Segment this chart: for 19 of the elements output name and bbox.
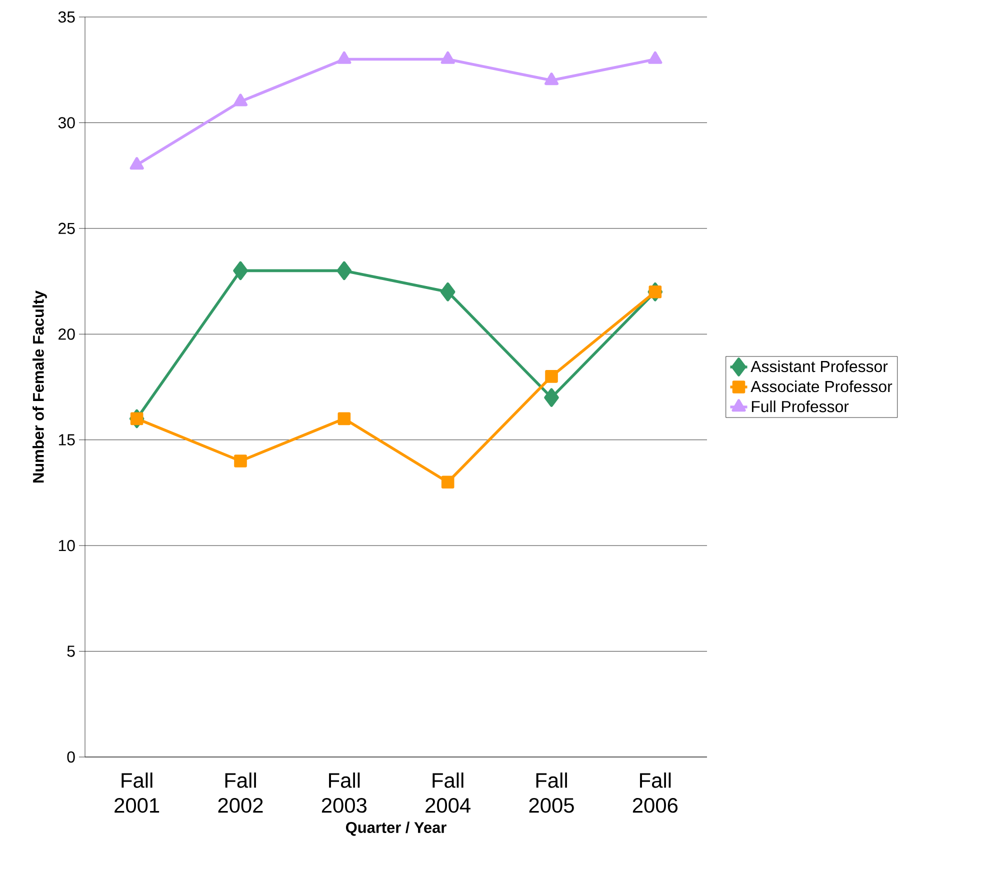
legend-label: Associate Professor xyxy=(750,380,892,392)
y-axis-title: Number of Female Faculty xyxy=(32,290,47,482)
x-tick-label: Fall 2005 xyxy=(529,772,574,813)
y-tick-label: 10 xyxy=(58,540,75,552)
x-tick-label: Fall 2006 xyxy=(632,772,678,813)
x-tick-label: Fall 2002 xyxy=(218,772,263,813)
x-tick-label: Fall 2004 xyxy=(426,772,470,813)
y-tick-label: 0 xyxy=(67,751,75,763)
x-axis-title: Quarter / Year xyxy=(346,822,446,836)
y-tick-label: 15 xyxy=(58,434,75,446)
legend-label: Full Professor xyxy=(752,400,849,412)
y-tick-label: 25 xyxy=(58,222,75,234)
x-tick-label: Fall 2003 xyxy=(322,772,367,813)
y-tick-label: 30 xyxy=(58,117,75,128)
y-tick-label: 35 xyxy=(58,11,75,23)
y-tick-label: 20 xyxy=(58,328,75,340)
y-tick-label: 5 xyxy=(67,646,75,657)
x-tick-label: Fall 2001 xyxy=(114,772,160,813)
legend-label: Assistant Professor xyxy=(750,360,888,372)
